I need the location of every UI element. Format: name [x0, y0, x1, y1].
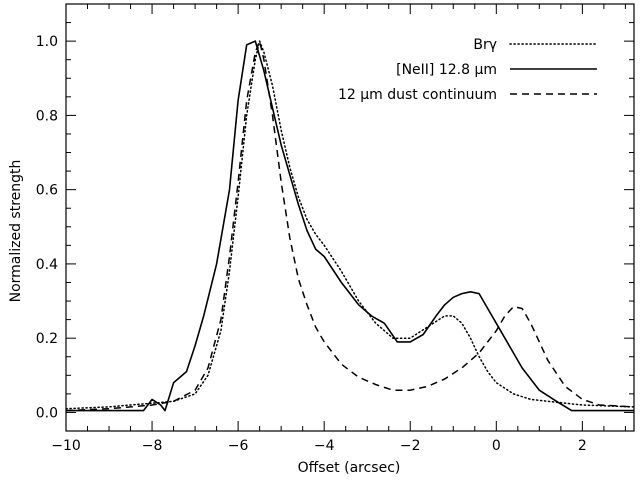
legend-label-3: 12 μm dust continuum: [338, 87, 497, 103]
plot-area: [65, 3, 635, 432]
series-line-3: [66, 40, 634, 412]
y-tick-label: 0.4: [36, 257, 58, 273]
y-tick-label: 1.0: [36, 34, 58, 50]
y-tick-label: 0.6: [36, 183, 58, 199]
x-tick-label: −8: [142, 438, 163, 454]
ticks-layer: [65, 3, 634, 432]
x-tick-label: −4: [314, 438, 335, 454]
y-tick-label: 0.2: [36, 331, 58, 347]
plot-frame: [65, 3, 635, 432]
x-axis-label: Offset (arcsec): [298, 460, 401, 476]
y-tick-label: 0.8: [36, 108, 58, 124]
x-tick-label: −10: [51, 438, 81, 454]
y-axis-label: Normalized strength: [8, 160, 24, 303]
legend-label-1: Brγ: [473, 37, 497, 53]
x-tick-label: 0: [492, 438, 501, 454]
legend-label-2: [NeII] 12.8 μm: [396, 62, 497, 78]
legend: Brγ [NeII] 12.8 μm 12 μm dust continuum: [338, 37, 598, 103]
x-tick-label: −6: [228, 438, 249, 454]
x-tick-label: 2: [578, 438, 587, 454]
series-line-2: [66, 40, 634, 412]
tick-labels-layer: −10 −8 −6 −4 −2 0 2 0.0 0.2 0.4 0.6 0.8 1.0: [36, 34, 587, 454]
series-layer: [66, 40, 634, 412]
series-line-1: [66, 40, 634, 410]
x-tick-label: −2: [400, 438, 421, 454]
y-tick-label: 0.0: [36, 405, 58, 421]
